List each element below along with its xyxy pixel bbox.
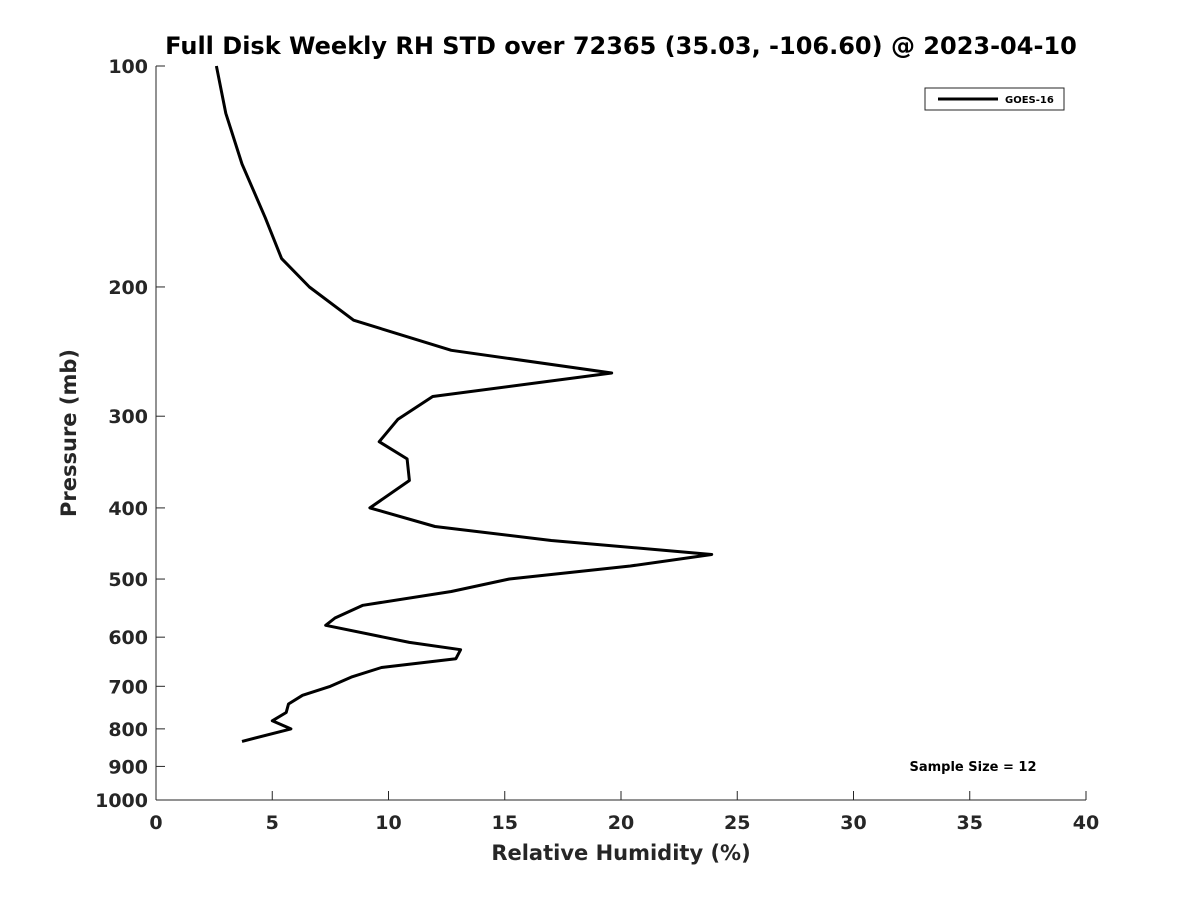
x-tick-label: 15 — [492, 812, 518, 834]
y-tick-label: 100 — [108, 56, 148, 78]
series-line-goes-16 — [214, 65, 714, 743]
y-axis-ticks: 100 200 300 400 500 600 700 800 900 1000 — [95, 56, 165, 812]
y-tick-label: 600 — [108, 627, 148, 649]
x-tick-label: 40 — [1073, 812, 1099, 834]
x-tick-label: 5 — [266, 812, 279, 834]
y-axis-label: Pressure (mb) — [57, 349, 81, 517]
y-tick-label: 700 — [108, 676, 148, 698]
legend-label-goes-16: GOES-16 — [1005, 95, 1054, 106]
x-tick-label: 35 — [957, 812, 983, 834]
y-tick-label: 900 — [108, 756, 148, 778]
series-layer — [214, 65, 714, 743]
y-tick-label: 1000 — [95, 790, 148, 812]
x-tick-label: 20 — [608, 812, 634, 834]
x-tick-label: 10 — [375, 812, 401, 834]
x-axis-ticks: 0 5 10 15 20 25 30 35 40 — [149, 791, 1099, 834]
chart-title: Full Disk Weekly RH STD over 72365 (35.0… — [165, 32, 1077, 60]
legend: GOES-16 — [924, 87, 1065, 111]
x-tick-label: 25 — [724, 812, 750, 834]
sample-size-annotation: Sample Size = 12 — [909, 760, 1036, 775]
y-tick-label: 800 — [108, 719, 148, 741]
x-axis-label: Relative Humidity (%) — [491, 841, 750, 865]
y-tick-label: 400 — [108, 498, 148, 520]
x-tick-label: 30 — [840, 812, 866, 834]
y-tick-label: 500 — [108, 569, 148, 591]
y-tick-label: 200 — [108, 277, 148, 299]
x-tick-label: 0 — [149, 812, 162, 834]
y-tick-label: 300 — [108, 406, 148, 428]
